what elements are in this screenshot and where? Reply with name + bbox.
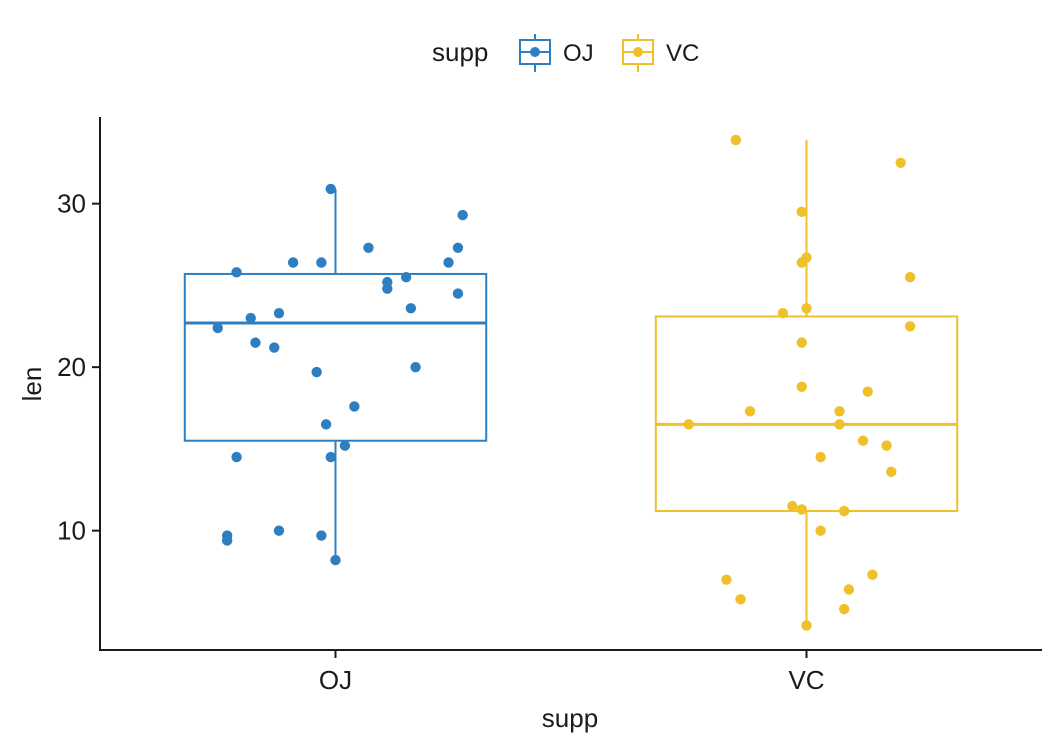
data-point [273,525,285,536]
data-point [815,525,826,536]
data-point [349,401,360,412]
data-point [452,288,464,299]
data-point [330,554,341,566]
data-point [683,419,694,430]
box-group-vc [654,134,959,631]
legend-label: VC [666,40,699,67]
data-point [857,435,869,446]
data-point [796,504,807,515]
legend: supp OJ VC [432,34,699,72]
box-group-oj [183,183,488,566]
data-point [452,242,464,253]
data-point [796,381,807,392]
data-point [325,183,336,195]
data-point [834,406,845,417]
box [654,315,959,513]
data-point [311,366,322,378]
data-point [339,440,351,451]
y-tick-label: 30 [57,189,86,219]
data-point [245,312,256,324]
data-point [231,451,242,463]
data-point [801,620,812,631]
data-point [410,361,421,373]
y-axis-label: len [17,367,47,402]
data-point [316,530,327,541]
data-point [325,451,336,463]
x-tick-label: OJ [319,665,352,695]
data-point [796,257,807,268]
data-point [250,337,261,348]
y-axis-ticks: 10 20 30 [57,189,100,546]
data-point [721,574,732,585]
data-point [838,603,850,615]
legend-key-point [633,47,643,57]
legend-title: supp [432,37,488,67]
data-point [320,419,332,430]
y-tick-label: 10 [57,516,86,546]
data-point [443,257,454,268]
data-point [744,406,756,417]
data-point [221,535,233,546]
data-point [815,451,826,463]
data-point [316,257,327,268]
data-point [796,206,807,218]
plot-area [183,134,959,631]
data-point [801,303,812,314]
legend-label: OJ [563,40,594,67]
data-point [904,272,916,283]
data-point [212,322,223,334]
data-point [834,419,845,430]
legend-entry-oj: OJ [519,34,594,72]
x-axis-ticks: OJ VC [319,650,825,695]
data-point [881,440,892,451]
data-point [796,337,807,348]
data-point [886,466,897,477]
legend-key-point [530,47,540,57]
data-point [287,257,299,268]
data-point [269,342,280,353]
data-point [777,307,789,319]
data-point [735,594,746,605]
data-point [363,242,374,253]
data-point [904,321,916,332]
data-point [400,272,412,283]
data-point [787,500,798,512]
legend-entry-vc: VC [622,34,699,72]
data-point [862,386,873,397]
data-point [457,209,468,221]
data-point [867,569,878,580]
data-point [382,283,393,294]
data-point [843,584,855,595]
data-point [895,157,906,168]
data-point [730,134,742,146]
data-point [838,505,850,517]
data-point [231,267,242,278]
data-point [273,307,285,319]
box [183,272,488,442]
x-axis-label: supp [542,703,598,733]
data-point [405,303,417,314]
y-tick-label: 20 [57,352,86,382]
x-tick-label: VC [788,665,824,695]
